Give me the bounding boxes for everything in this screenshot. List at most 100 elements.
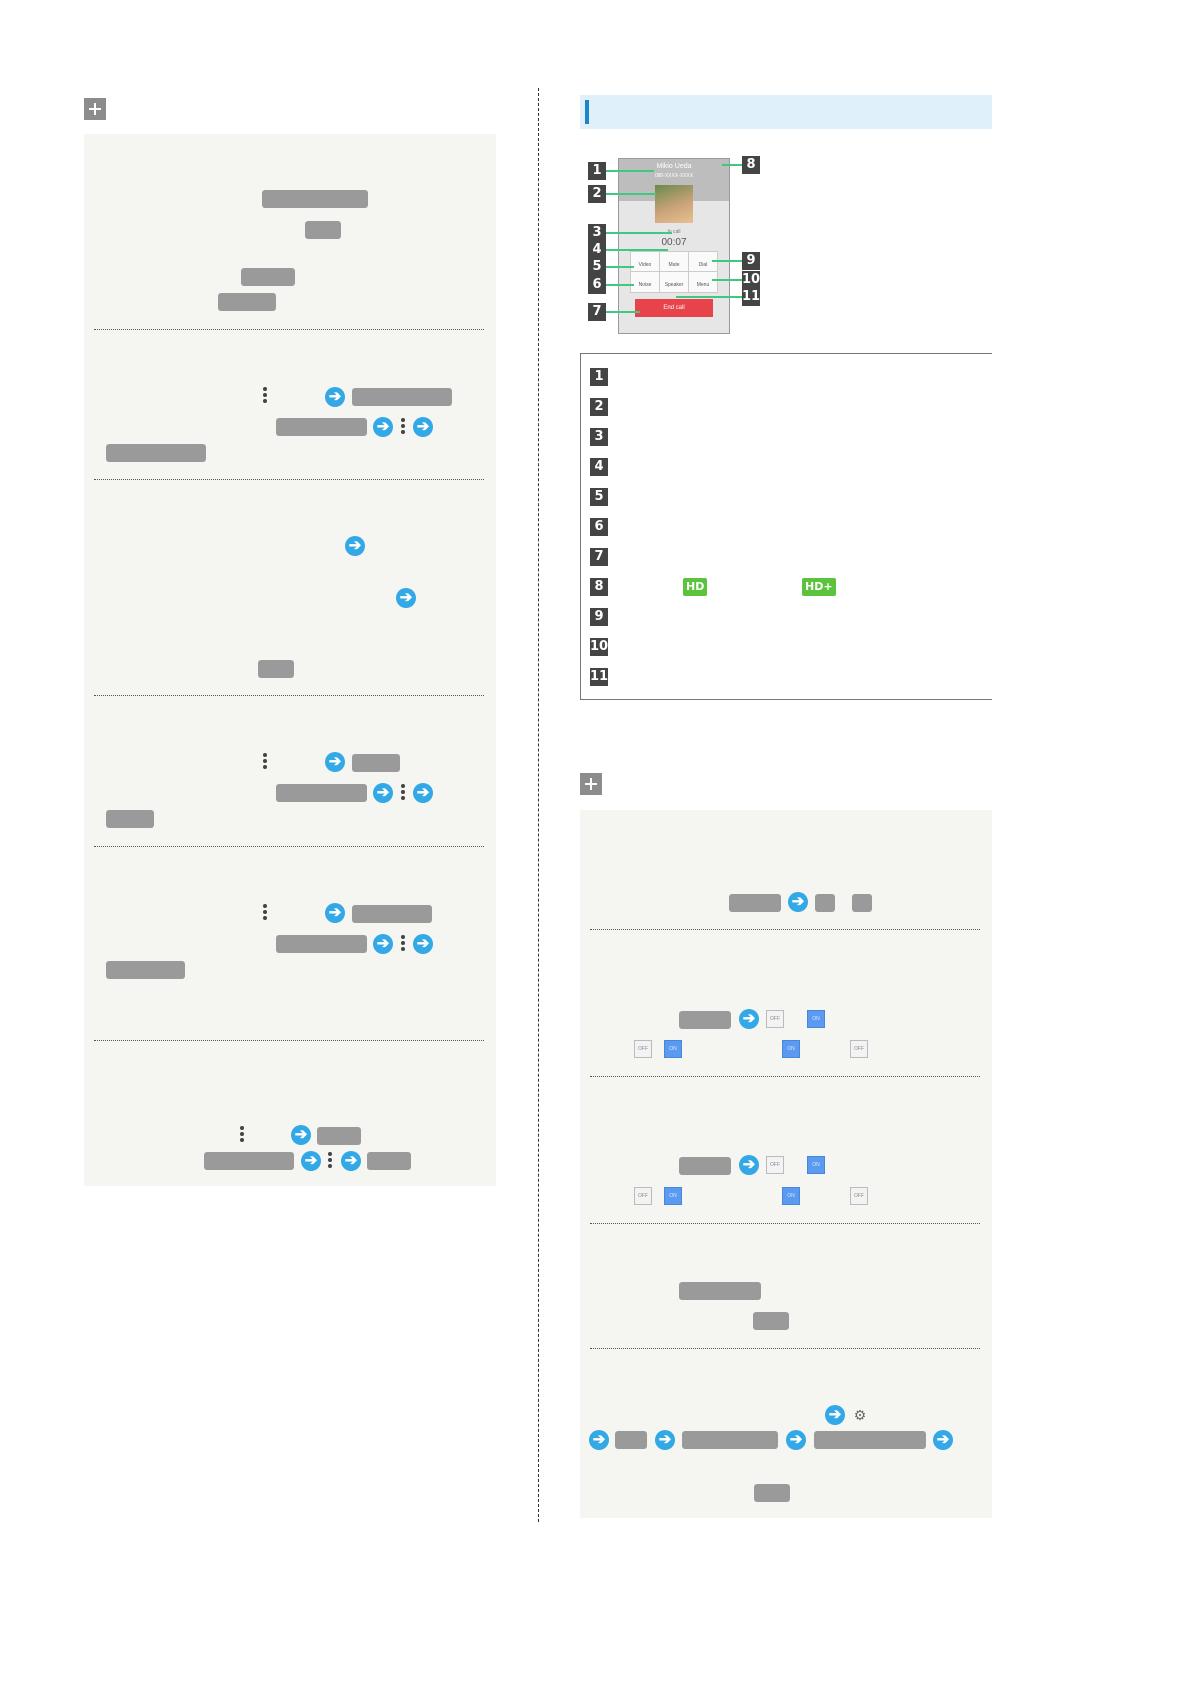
placeholder-button — [305, 221, 341, 239]
toggle-on-icon: ON — [782, 1040, 800, 1058]
arrow-right-icon: ➔ — [413, 417, 433, 437]
arrow-right-icon: ➔ — [739, 1155, 759, 1175]
kebab-menu-icon — [262, 753, 268, 773]
call-status: In call — [667, 229, 681, 235]
callout-line — [606, 249, 668, 251]
arrow-right-icon: ➔ — [589, 1430, 609, 1450]
placeholder-button — [679, 1157, 731, 1175]
hd-voice-icon: HD — [683, 578, 708, 596]
arrow-right-icon: ➔ — [301, 1151, 321, 1171]
placeholder-button — [106, 444, 206, 462]
hd-plus-voice-icon: HD+ — [802, 578, 836, 596]
placeholder-button — [106, 810, 154, 828]
arrow-right-icon: ➔ — [373, 417, 393, 437]
plus-icon — [84, 98, 106, 120]
arrow-right-icon: ➔ — [933, 1430, 953, 1450]
toggle-off-icon: OFF — [634, 1187, 652, 1205]
placeholder-button — [262, 190, 368, 208]
placeholder-button — [367, 1152, 411, 1170]
section-separator — [590, 1076, 980, 1077]
arrow-right-icon: ➔ — [788, 892, 808, 912]
dial-button: Dial — [688, 251, 718, 273]
section-header-marker — [585, 100, 589, 124]
callout-line — [606, 266, 634, 268]
callout-line — [606, 232, 672, 234]
callout-badge: 2 — [588, 185, 606, 203]
caller-photo — [655, 185, 693, 223]
callout-line — [722, 164, 742, 166]
arrow-right-icon: ➔ — [786, 1430, 806, 1450]
placeholder-button — [276, 784, 367, 802]
placeholder-button — [276, 418, 367, 436]
callout-line — [712, 279, 742, 281]
arrow-right-icon: ➔ — [325, 752, 345, 772]
toggle-on-icon: ON — [807, 1010, 825, 1028]
callout-badge: 5 — [588, 258, 606, 276]
legend-box — [580, 353, 992, 700]
arrow-right-icon: ➔ — [396, 588, 416, 608]
placeholder-button — [753, 1312, 789, 1330]
gear-icon: ⚙ — [853, 1407, 867, 1423]
arrow-right-icon: ➔ — [291, 1125, 311, 1145]
arrow-right-icon: ➔ — [655, 1430, 675, 1450]
toggle-off-icon: OFF — [850, 1187, 868, 1205]
placeholder-button — [352, 388, 452, 406]
placeholder-button — [754, 1484, 790, 1502]
placeholder-button — [352, 905, 432, 923]
callout-badge: 1 — [588, 162, 606, 180]
placeholder-button — [682, 1431, 778, 1449]
legend-badge: 8 — [590, 578, 608, 596]
toggle-off-icon: OFF — [634, 1040, 652, 1058]
placeholder-button — [317, 1127, 361, 1145]
section-separator — [590, 929, 980, 930]
section-header-band — [580, 95, 992, 129]
arrow-right-icon: ➔ — [345, 536, 365, 556]
right-info-panel — [580, 810, 992, 1518]
kebab-menu-icon — [239, 1126, 245, 1146]
toggle-off-icon: OFF — [766, 1156, 784, 1174]
kebab-menu-icon — [400, 784, 406, 804]
section-separator — [94, 846, 484, 847]
callout-badge: 8 — [742, 156, 760, 174]
arrow-right-icon: ➔ — [373, 783, 393, 803]
callout-line — [606, 311, 640, 313]
arrow-right-icon: ➔ — [341, 1151, 361, 1171]
callout-line — [606, 284, 634, 286]
mute-button: Mute — [659, 251, 689, 273]
phone-screenshot: Mikio Ueda 080-XXXX-XXXX In call 00:07 V… — [618, 158, 730, 334]
placeholder-button — [729, 894, 781, 912]
toggle-on-icon: ON — [664, 1187, 682, 1205]
legend-badge: 9 — [590, 608, 608, 626]
legend-badge: 1 — [590, 368, 608, 386]
kebab-menu-icon — [400, 935, 406, 955]
caller-name: Mikio Ueda — [656, 163, 692, 170]
callout-badge: 7 — [588, 303, 606, 321]
placeholder-button — [352, 754, 400, 772]
toggle-on-icon: ON — [807, 1156, 825, 1174]
plus-icon — [580, 773, 602, 795]
callout-line — [712, 260, 742, 262]
toggle-off-icon: OFF — [850, 1040, 868, 1058]
section-separator — [94, 329, 484, 330]
legend-badge: 6 — [590, 518, 608, 536]
legend-badge: 11 — [590, 668, 609, 686]
arrow-right-icon: ➔ — [325, 903, 345, 923]
callout-badge: 3 — [588, 224, 606, 242]
section-separator — [94, 479, 484, 480]
toggle-off-icon: OFF — [766, 1010, 784, 1028]
callout-line — [676, 296, 742, 298]
callout-badge: 4 — [588, 241, 606, 259]
placeholder-button — [106, 961, 185, 979]
placeholder-button — [615, 1431, 647, 1449]
kebab-menu-icon — [262, 904, 268, 924]
callout-badge: 9 — [742, 252, 760, 270]
call-timer: 00:07 — [661, 237, 687, 248]
arrow-right-icon: ➔ — [325, 387, 345, 407]
kebab-menu-icon — [262, 387, 268, 407]
noise-reduce-button: Noise Reduce — [630, 271, 660, 314]
column-divider — [538, 88, 539, 1522]
legend-badge: 10 — [590, 638, 609, 656]
callout-line — [606, 170, 654, 172]
section-separator — [94, 1040, 484, 1041]
arrow-right-icon: ➔ — [373, 934, 393, 954]
